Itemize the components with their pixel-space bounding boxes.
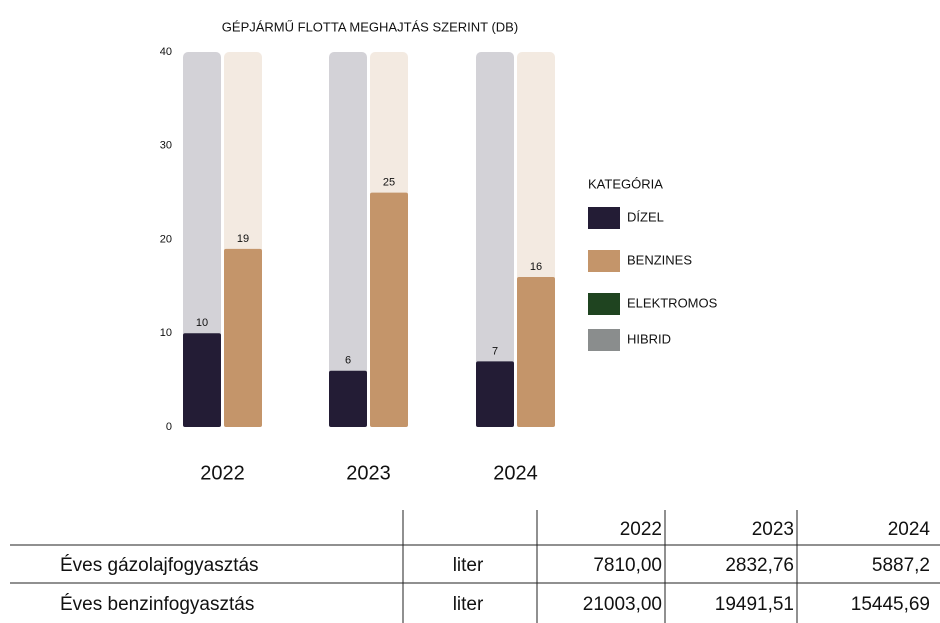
legend-label: BENZINES [627, 252, 692, 267]
value-label: 10 [196, 317, 208, 329]
value-label: 16 [530, 261, 542, 273]
bar [329, 370, 367, 427]
table-header: 2022 [620, 519, 662, 540]
x-tick-label: 2024 [493, 462, 538, 484]
table-cell: 2832,76 [725, 555, 794, 576]
bar [183, 333, 221, 427]
table-cell: 15445,69 [851, 594, 930, 615]
table-rules [10, 510, 940, 623]
y-tick-label: 10 [160, 327, 172, 339]
table-cell: Éves benzinfogyasztás [60, 594, 254, 615]
value-label: 7 [492, 345, 498, 357]
table-cell: liter [453, 555, 484, 576]
value-label: 19 [237, 233, 249, 245]
table-cell: 21003,00 [583, 594, 662, 615]
y-tick-label: 0 [166, 421, 172, 433]
x-tick-label: 2023 [346, 462, 391, 484]
legend-label: HIBRID [627, 331, 671, 346]
table-cell: Éves gázolajfogyasztás [60, 555, 259, 576]
value-label: 6 [345, 355, 351, 367]
legend-swatch [588, 250, 620, 272]
y-tick-label: 40 [160, 46, 172, 58]
value-label: 25 [383, 177, 395, 189]
bar [370, 192, 408, 427]
table-header: 2023 [752, 519, 794, 540]
chart-title: GÉPJÁRMŰ FLOTTA MEGHAJTÁS SZERINT (DB) [222, 19, 518, 34]
legend-label: DÍZEL [627, 209, 664, 224]
x-tick-label: 2022 [200, 462, 245, 484]
table-cell: 7810,00 [593, 555, 662, 576]
bar [476, 361, 514, 427]
table-cell: 19491,51 [715, 594, 794, 615]
table-cell: 5887,2 [872, 555, 930, 576]
legend-swatch [588, 293, 620, 315]
table-cell: liter [453, 594, 484, 615]
bar-track [476, 52, 514, 427]
legend-swatch [588, 329, 620, 351]
legend-label: ELEKTROMOS [627, 295, 718, 310]
legend-title: KATEGÓRIA [588, 176, 663, 191]
legend-swatch [588, 207, 620, 229]
bar-track [329, 52, 367, 427]
bar [517, 277, 555, 427]
table-header: 2024 [888, 519, 931, 540]
y-tick-label: 30 [160, 140, 172, 152]
y-tick-label: 20 [160, 233, 172, 245]
bar [224, 248, 262, 427]
